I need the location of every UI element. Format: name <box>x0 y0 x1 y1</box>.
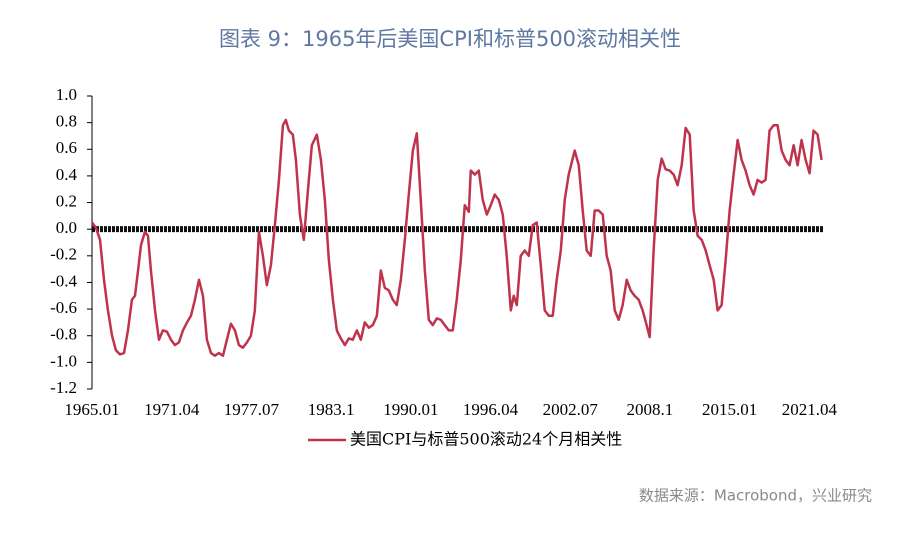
y-tick-label: -0.2 <box>50 245 77 264</box>
y-tick-label: -1.0 <box>50 351 77 370</box>
series-line <box>90 118 823 357</box>
y-tick-label: -1.2 <box>50 378 77 397</box>
x-tick-label: 1971.04 <box>144 400 200 419</box>
x-tick-label: 1996.04 <box>463 400 519 419</box>
y-tick-label: -0.4 <box>50 271 77 290</box>
y-tick-label: 0.4 <box>56 165 78 184</box>
x-tick-label: 2021.04 <box>782 400 838 419</box>
x-tick-label: 2008.1 <box>627 400 674 419</box>
source-note: 数据来源：Macrobond，兴业研究 <box>639 487 872 505</box>
x-tick-label: 2002.07 <box>543 400 599 419</box>
legend-label: 美国CPI与标普500滚动24个月相关性 <box>350 430 622 449</box>
x-tick-label: 1965.01 <box>64 400 119 419</box>
y-tick-label: -0.8 <box>50 325 77 344</box>
y-tick-label: 1.0 <box>56 85 77 104</box>
x-tick-label: 1983.1 <box>308 400 355 419</box>
x-tick-label: 1977.07 <box>224 400 280 419</box>
y-tick-label: -0.6 <box>50 298 77 317</box>
x-tick-label: 2015.01 <box>702 400 757 419</box>
chart-title: 图表 9：1965年后美国CPI和标普500滚动相关性 <box>219 27 681 51</box>
y-tick-label: 0.8 <box>56 112 77 131</box>
y-tick-label: 0.2 <box>56 191 77 210</box>
x-tick-label: 1990.01 <box>383 400 438 419</box>
y-tick-label: 0.6 <box>56 138 77 157</box>
y-tick-label: 0.0 <box>56 218 77 237</box>
